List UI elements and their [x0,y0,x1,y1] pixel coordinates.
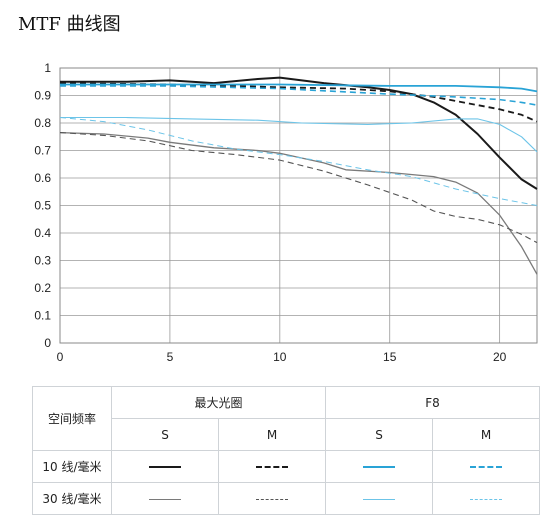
x-tick-label: 10 [273,350,287,364]
legend-swatch-f8-30-m [470,498,502,500]
series-line-maxap_10_M [59,82,538,123]
col-sagittal-max: S [111,418,219,451]
legend-swatch-max-10-m [256,466,288,468]
legend-cell-max-10-s [111,450,219,483]
legend-cell-max-10-m [218,450,326,483]
y-tick-label: 0.2 [34,281,51,295]
y-tick-label: 0.9 [34,89,51,103]
x-tick-label: 15 [383,350,397,364]
legend-swatch-f8-30-s [363,498,395,500]
series-line-maxap_30_M [59,132,538,244]
legend-swatch-f8-10-s [363,466,395,468]
legend-cell-max-30-m [218,482,326,515]
max-aperture-header: 最大光圈 [111,386,326,419]
page-title: MTF 曲线图 [18,14,121,35]
series-line-f8_10_S [60,83,538,93]
col-meridional-f8: M [432,418,540,451]
y-tick-label: 1 [44,61,51,75]
x-tick-label: 0 [57,350,64,364]
legend-swatch-max-10-s [149,466,181,468]
y-tick-label: 0.6 [34,171,51,185]
legend-cell-f8-30-s [325,482,433,515]
legend-table: 空间频率 最大光圈 F8 S M S M 10 线/毫米 30 线/毫米 [32,386,540,515]
grid-layer [59,67,538,344]
series-line-maxap_30_S [59,131,538,275]
legend-cell-f8-10-s [325,450,433,483]
mtf-chart: 00.10.20.30.40.50.60.70.80.910 5 10 15 20 [34,61,538,364]
series-layer [59,76,538,275]
legend-swatch-f8-10-m [470,466,502,468]
legend-cell-max-30-s [111,482,219,515]
ticks-layer: 00.10.20.30.40.50.60.70.80.910 5 10 15 20 [34,61,506,364]
legend-cell-f8-10-m [432,450,540,483]
row-label-30lp: 30 线/毫米 [32,482,112,515]
legend-swatch-max-30-m [256,498,288,500]
y-tick-label: 0.4 [34,226,51,240]
series-line-f8_10_M [60,85,538,106]
y-tick-label: 0.7 [34,144,51,158]
row-label-10lp: 10 线/毫米 [32,450,112,483]
col-sagittal-f8: S [325,418,433,451]
y-tick-label: 0 [44,336,51,350]
legend-cell-f8-30-m [432,482,540,515]
y-tick-label: 0.8 [34,116,51,130]
x-tick-label: 20 [493,350,507,364]
series-line-maxap_10_S [60,76,538,190]
spatial-frequency-header: 空间频率 [32,386,112,451]
series-line-f8_30_M [59,117,538,206]
series-line-f8_30_S [60,116,538,153]
y-tick-label: 0.5 [34,199,51,213]
col-meridional-max: M [218,418,326,451]
y-tick-label: 0.3 [34,254,51,268]
f8-header: F8 [325,386,540,419]
x-tick-label: 5 [167,350,174,364]
y-tick-label: 0.1 [34,309,51,323]
legend-swatch-max-30-s [149,498,181,500]
